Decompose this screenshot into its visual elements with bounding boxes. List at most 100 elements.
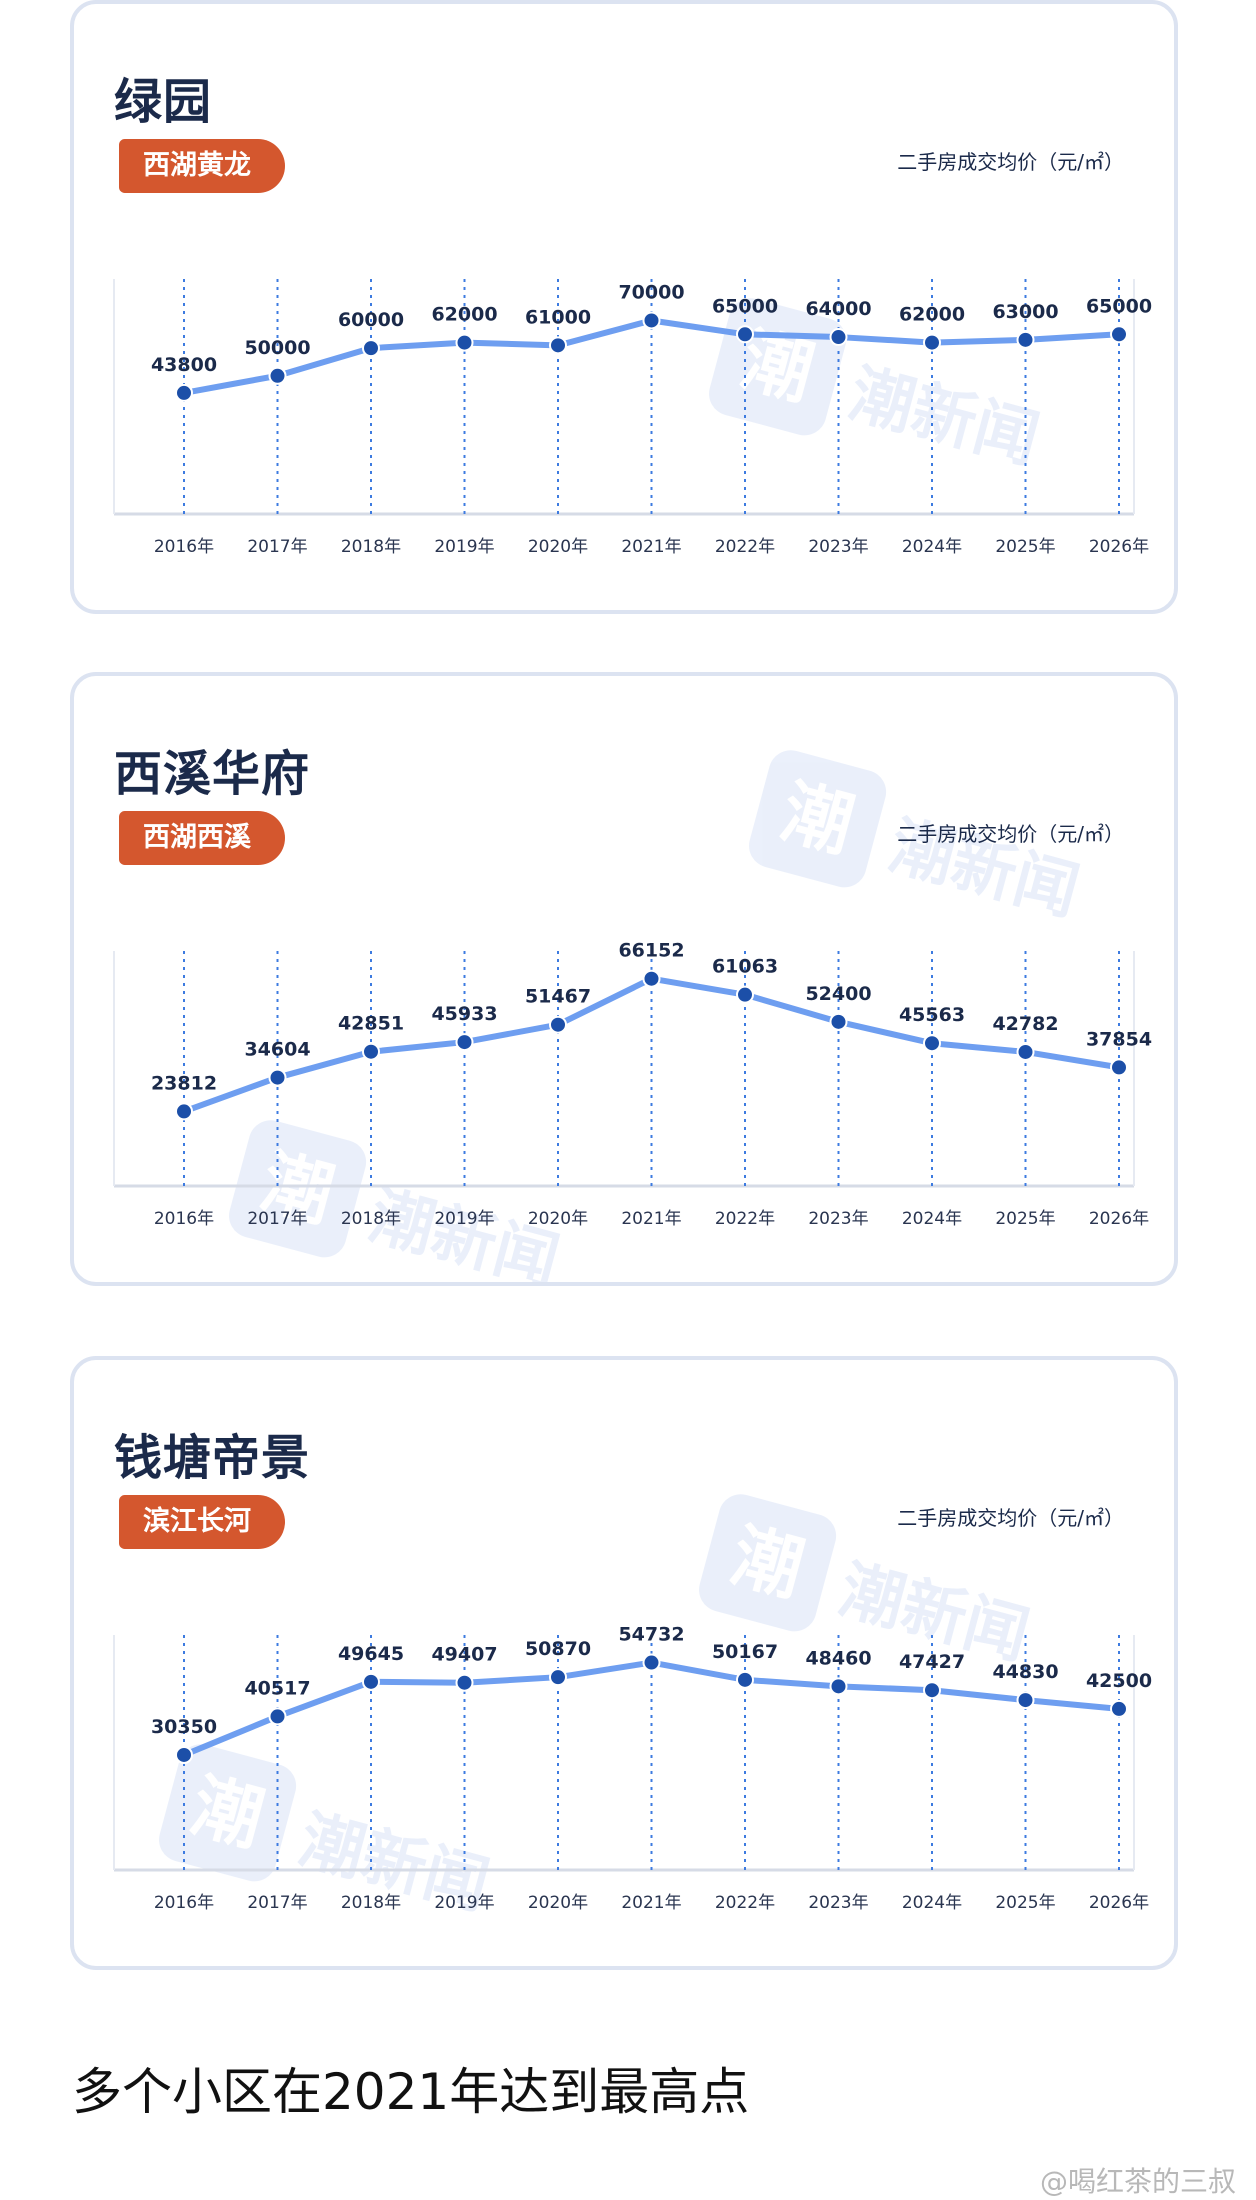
data-point [549, 1015, 567, 1034]
x-tick-label: 2023年 [808, 1893, 868, 1913]
data-point [175, 1102, 193, 1121]
data-point [642, 969, 661, 988]
x-tick-label: 2017年 [247, 537, 307, 557]
data-point [1110, 1058, 1128, 1077]
chart-title: 钱塘帝景 [114, 1430, 311, 1486]
data-point [268, 1068, 287, 1087]
series-line [181, 317, 1122, 396]
x-tick-label: 2016年 [154, 537, 214, 557]
district-badge: 西湖黄龙 [119, 139, 285, 193]
chart-card-2: 潮 潮新闻 潮 潮新闻 西溪华府 西湖西溪 二手房成交均价（元/㎡） 2016年… [70, 672, 1178, 1286]
x-tick-label: 2026年 [1089, 1893, 1149, 1913]
x-tick-label: 2016年 [154, 1209, 214, 1229]
x-tick-label: 2020年 [528, 1209, 588, 1229]
watermark-logo-icon: 潮 [744, 745, 892, 893]
x-tick-label: 2018年 [341, 1209, 401, 1229]
x-tick-label: 2019年 [434, 537, 494, 557]
data-label: 34604 [244, 1039, 310, 1061]
data-label: 37854 [1086, 1028, 1152, 1050]
data-label: 70000 [618, 281, 684, 303]
x-tick-label: 2017年 [247, 1893, 307, 1913]
data-label: 63000 [992, 301, 1058, 323]
x-tick-label: 2021年 [621, 1893, 681, 1913]
x-tick-label: 2026年 [1089, 537, 1149, 557]
x-tick-label: 2025年 [995, 1209, 1055, 1229]
x-tick-label: 2024年 [902, 1893, 962, 1913]
author-credit: @喝红茶的三叔 [1039, 2165, 1236, 2198]
watermark-text: 潮新闻 [881, 809, 1087, 931]
data-label: 65000 [712, 295, 778, 317]
x-tick-label: 2018年 [341, 537, 401, 557]
chart-title: 西溪华府 [114, 746, 311, 802]
data-label: 44830 [992, 1661, 1058, 1683]
data-point [362, 1042, 380, 1061]
data-point [268, 366, 287, 385]
data-label: 42500 [1086, 1670, 1152, 1692]
data-label: 47427 [899, 1651, 965, 1673]
data-point [268, 1707, 287, 1726]
data-point [923, 1681, 941, 1700]
x-tick-label: 2022年 [715, 537, 775, 557]
data-point [455, 1033, 474, 1052]
data-point [1110, 1699, 1128, 1718]
x-tick-label: 2024年 [902, 537, 962, 557]
x-tick-label: 2023年 [808, 537, 868, 557]
data-label: 66152 [618, 941, 684, 962]
data-point [362, 339, 380, 358]
data-label: 42851 [338, 1013, 404, 1035]
x-tick-label: 2021年 [621, 537, 681, 557]
data-point [549, 1668, 567, 1687]
data-label: 43800 [151, 354, 217, 376]
data-point [455, 1673, 474, 1692]
data-point [829, 328, 848, 347]
x-tick-label: 2016年 [154, 1893, 214, 1913]
data-point [1016, 1042, 1035, 1061]
x-tick-label: 2024年 [902, 1209, 962, 1229]
x-tick-label: 2019年 [434, 1893, 494, 1913]
data-label: 30350 [151, 1716, 217, 1738]
data-label: 62000 [431, 304, 497, 326]
series-line [181, 975, 1122, 1115]
data-label: 50000 [244, 337, 310, 359]
x-tick-label: 2025年 [995, 537, 1055, 557]
data-label: 52400 [805, 983, 871, 1005]
x-tick-label: 2019年 [434, 1209, 494, 1229]
data-label: 40517 [244, 1677, 310, 1699]
data-label: 50167 [712, 1641, 778, 1663]
data-point [829, 1677, 848, 1696]
district-badge: 滨江长河 [119, 1495, 285, 1549]
data-point [362, 1672, 380, 1691]
x-tick-label: 2020年 [528, 537, 588, 557]
data-point [1016, 1691, 1035, 1710]
line-chart: 2016年 2017年 2018年 2019年 2020年 2021年 2022年 2023年… [113, 279, 1152, 557]
data-label: 42782 [992, 1013, 1058, 1035]
x-tick-label: 2020年 [528, 1893, 588, 1913]
data-label: 51467 [525, 986, 591, 1008]
data-label: 23812 [151, 1072, 217, 1094]
data-label: 60000 [338, 309, 404, 331]
data-point [175, 1745, 193, 1764]
data-label: 49407 [431, 1644, 497, 1666]
x-tick-label: 2023年 [808, 1209, 868, 1229]
data-point [923, 1034, 941, 1053]
unit-label: 二手房成交均价（元/㎡） [897, 1506, 1124, 1530]
data-point [736, 985, 754, 1004]
data-point [736, 1670, 754, 1689]
data-point [736, 325, 754, 344]
data-point [829, 1012, 848, 1031]
chart-card-1: 潮 潮新闻 绿园 西湖黄龙 二手房成交均价（元/㎡） 2016年 2017年 201… [70, 0, 1178, 614]
x-tick-label: 2026年 [1089, 1209, 1149, 1229]
data-label: 45933 [431, 1003, 497, 1025]
data-label: 49645 [338, 1643, 404, 1665]
district-badge: 西湖西溪 [119, 811, 285, 865]
data-label: 65000 [1086, 295, 1152, 317]
data-point [1110, 325, 1128, 344]
data-point [549, 336, 567, 355]
data-point [642, 311, 661, 330]
watermark-logo-icon: 潮 [694, 1489, 842, 1637]
x-tick-label: 2025年 [995, 1893, 1055, 1913]
data-point [642, 1653, 661, 1672]
unit-label: 二手房成交均价（元/㎡） [897, 822, 1124, 846]
section-heading: 多个小区在2021年达到最高点 [72, 2063, 750, 2121]
data-point [175, 383, 193, 402]
